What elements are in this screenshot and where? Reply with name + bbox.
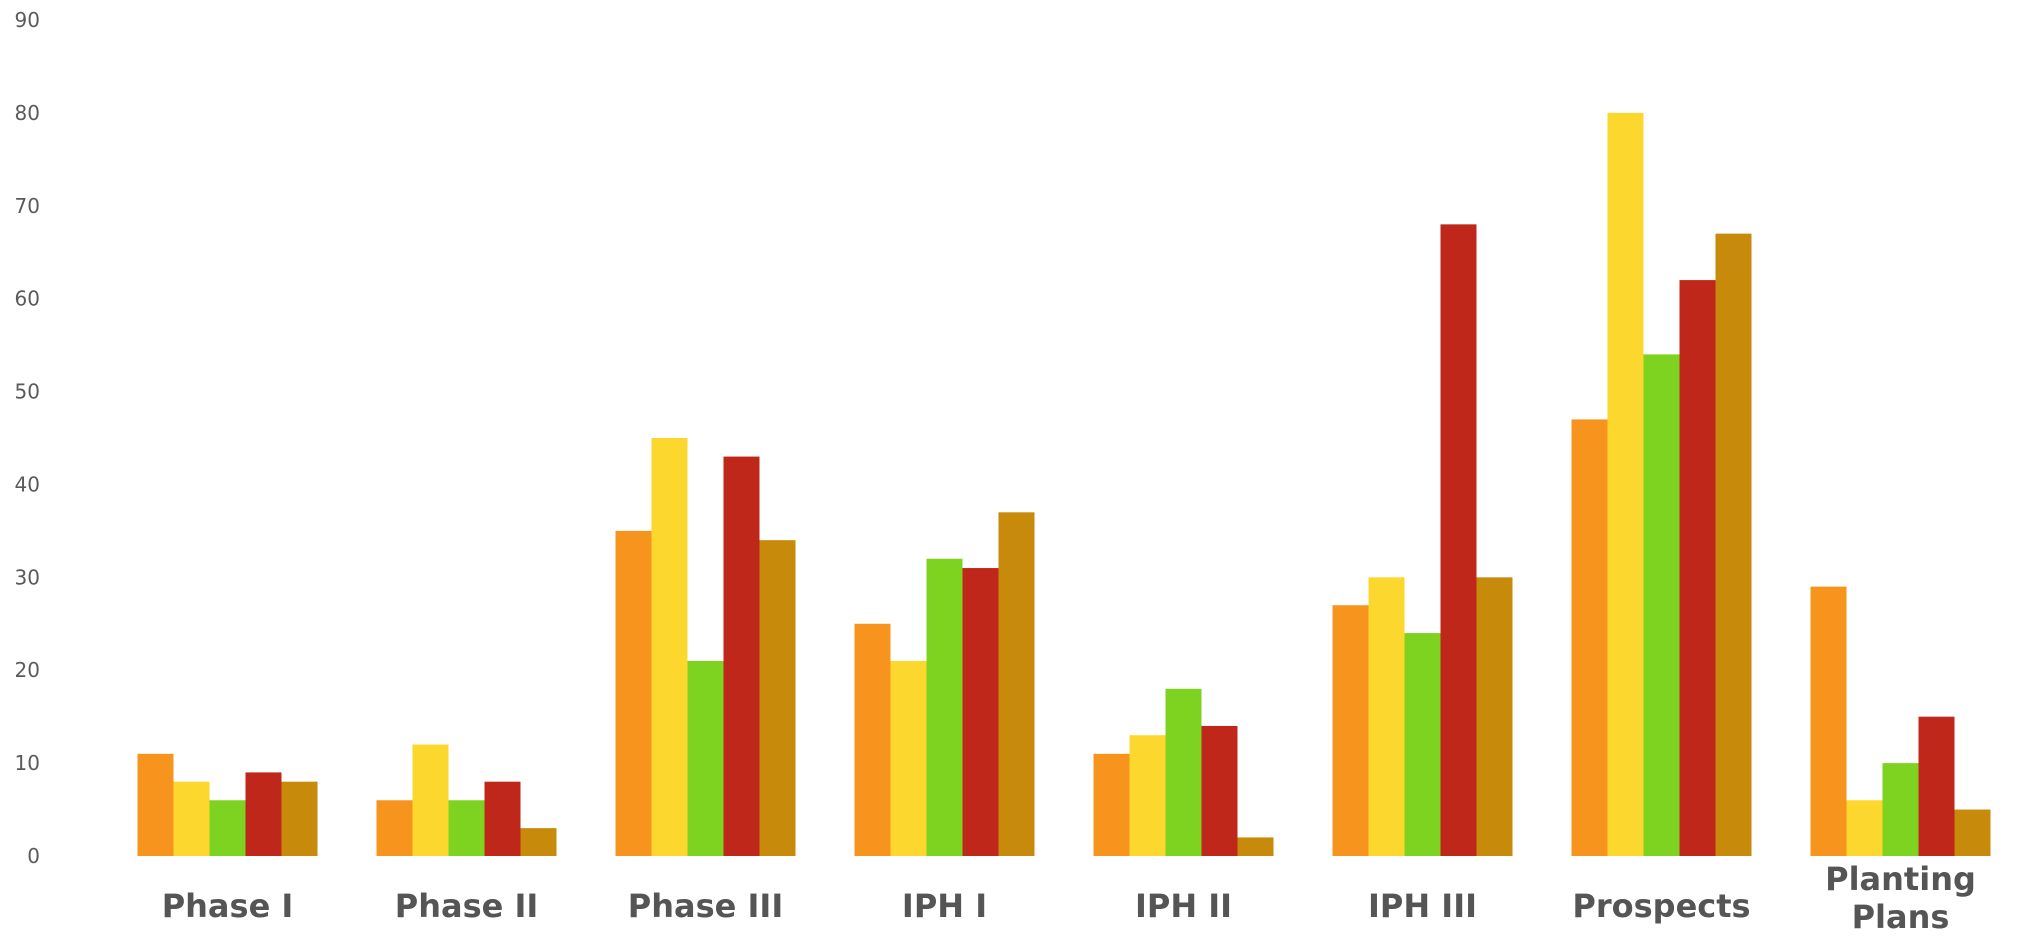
bar [137,753,174,856]
bar [1571,419,1608,856]
bar [962,568,999,856]
y-tick-label: 10 [15,751,40,775]
x-category-label: Phase III [628,887,783,925]
x-category-label: IPH II [1135,887,1232,925]
x-category-label: IPH I [902,887,987,925]
bar [1679,280,1716,857]
x-category-label: Phase I [162,887,294,925]
bar [1165,688,1202,856]
bar [484,781,521,856]
bar [448,800,485,856]
bar [615,530,652,856]
x-category-label: Plans [1852,898,1950,936]
bar [687,660,724,856]
y-tick-label: 60 [15,287,40,311]
bar [1129,735,1166,856]
bar [890,660,927,856]
bar [173,781,210,856]
x-category-label: Phase II [395,887,539,925]
bar [998,512,1035,856]
bar [1607,112,1644,856]
x-category-label: Planting [1825,860,1976,898]
bar [245,772,282,856]
bar [1404,633,1441,856]
y-tick-label: 20 [15,658,40,682]
bar [209,800,246,856]
bar [1237,837,1274,856]
bar [1093,753,1130,856]
bar [1643,354,1680,856]
bar [1368,577,1405,856]
bar [1918,716,1955,856]
x-axis-labels: Phase I Phase II Phase III IPH I IPH II IPH I… [162,860,1976,936]
y-tick-label: 40 [15,472,40,496]
y-tick-label: 90 [15,8,40,32]
bar [1715,233,1752,857]
bar [376,800,413,856]
y-tick-label: 50 [15,380,40,404]
bar [1201,725,1238,856]
y-tick-label: 30 [15,565,40,589]
bar [1954,809,1991,856]
bar [1846,800,1883,856]
bar [1882,763,1919,856]
bar [926,558,963,856]
bar [1810,586,1847,856]
y-tick-label: 0 [27,844,40,868]
y-tick-label: 70 [15,194,40,218]
bar [412,744,449,856]
bars-group [137,112,1991,857]
bar [520,828,557,856]
x-category-label: Prospects [1572,887,1750,925]
bar [854,623,891,856]
x-category-label: IPH III [1368,887,1477,925]
bar [759,540,796,856]
bar [1476,577,1513,856]
bar [651,438,688,856]
bar [723,456,760,856]
bar [1440,224,1477,856]
y-axis-ticks: 0 10 20 30 40 50 60 70 80 90 [15,8,40,868]
y-tick-label: 80 [15,101,40,125]
bar [281,781,318,856]
bar [1332,605,1369,856]
